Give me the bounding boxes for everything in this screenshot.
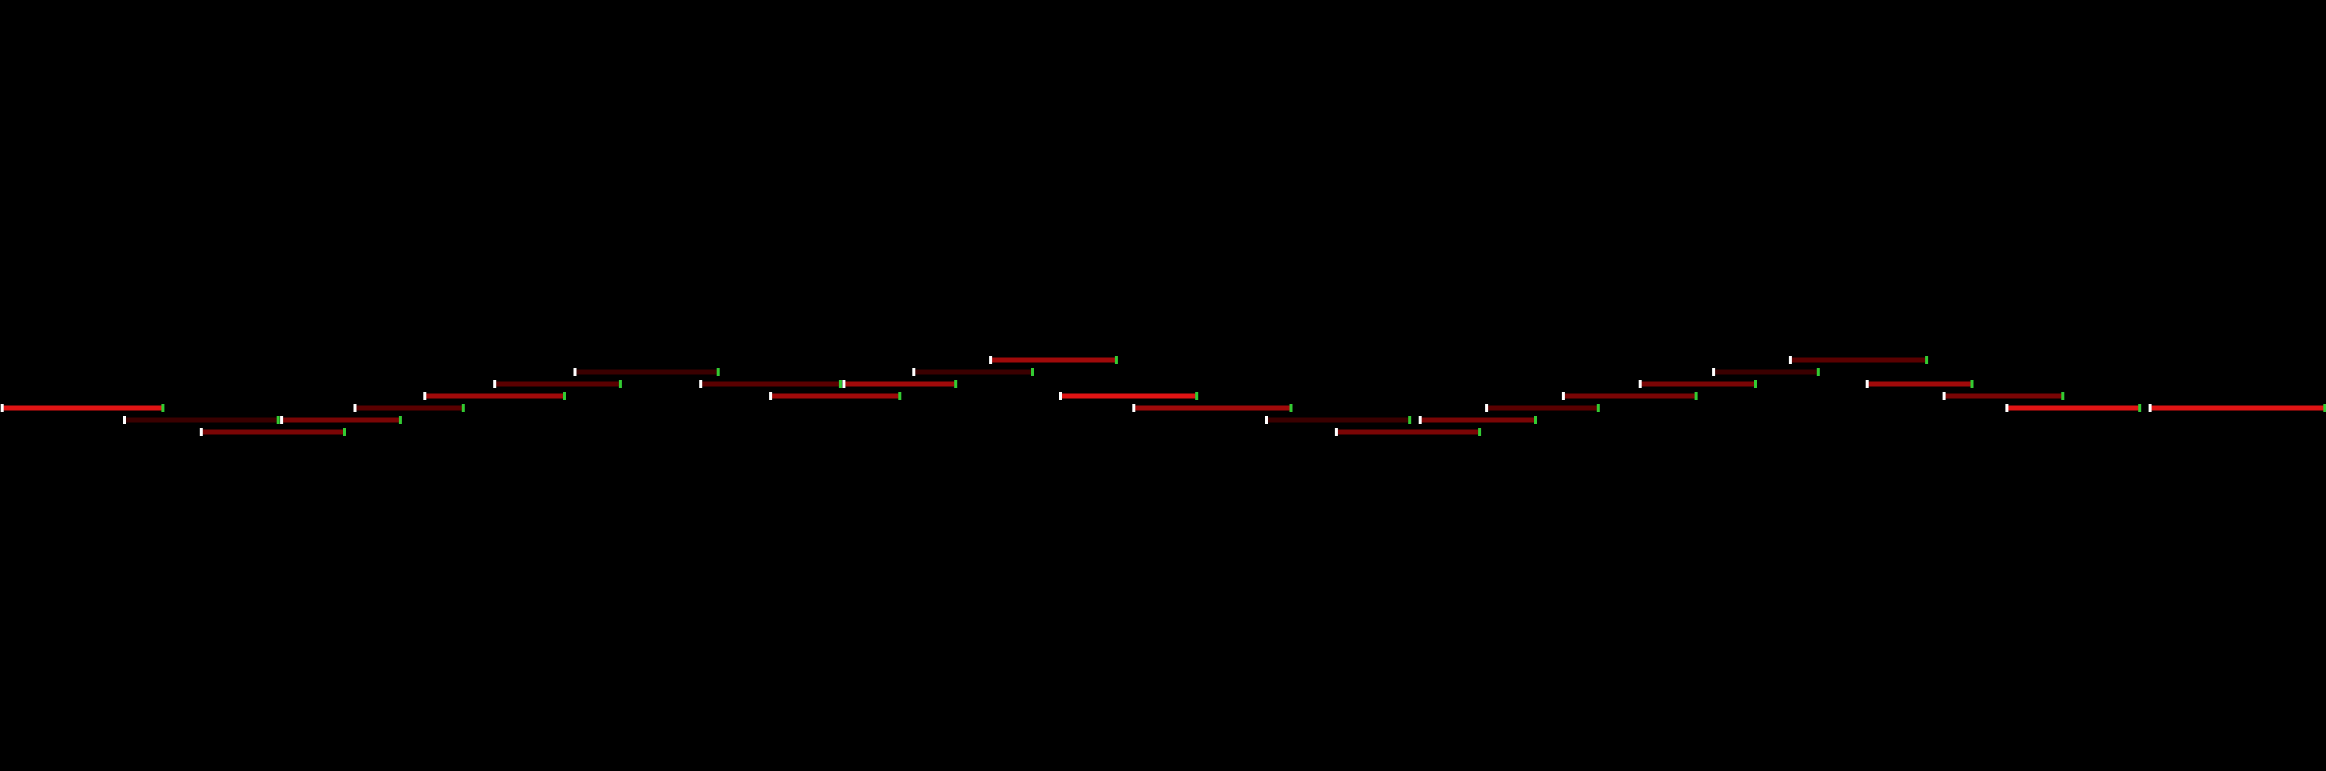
segment-end-marker-10 xyxy=(898,392,902,400)
segment-start-marker-4 xyxy=(199,428,203,436)
segment-end-marker-1 xyxy=(161,404,165,412)
segment-start-marker-6 xyxy=(423,392,427,400)
segment-start-marker-11 xyxy=(842,380,846,388)
segment-end-marker-7 xyxy=(618,380,622,388)
segment-bar-3 xyxy=(281,417,400,423)
segment-end-marker-17 xyxy=(1478,428,1482,436)
segment-bar-7 xyxy=(494,381,620,387)
segment-start-marker-9 xyxy=(699,380,703,388)
segment-end-marker-20 xyxy=(1694,392,1698,400)
segment-start-marker-2 xyxy=(123,416,126,424)
segment-start-marker-12 xyxy=(912,368,916,376)
segment-bar-14 xyxy=(1060,393,1197,399)
segment-bar-18 xyxy=(1419,417,1535,423)
segment-bar-25 xyxy=(1943,393,2063,399)
segment-end-marker-18 xyxy=(1534,416,1537,424)
segment-start-marker-22 xyxy=(1712,368,1716,376)
segment-bar-6 xyxy=(424,393,564,399)
segment-end-marker-6 xyxy=(563,392,566,400)
segment-bar-1 xyxy=(1,405,163,411)
segment-start-marker-13 xyxy=(989,356,993,364)
segment-end-marker-4 xyxy=(343,428,346,436)
timeline-segments xyxy=(0,356,2326,436)
segment-start-marker-25 xyxy=(1942,392,1946,400)
segment-start-marker-23 xyxy=(1788,356,1792,364)
segment-end-marker-19 xyxy=(1596,404,1600,412)
segment-bar-9 xyxy=(700,381,840,387)
segment-end-marker-13 xyxy=(1114,356,1118,364)
segment-bar-22 xyxy=(1713,369,1818,375)
segment-start-marker-18 xyxy=(1418,416,1422,424)
segment-start-marker-3 xyxy=(280,416,284,424)
segment-start-marker-19 xyxy=(1485,404,1489,412)
segment-end-marker-2 xyxy=(276,416,280,424)
segment-end-marker-24 xyxy=(1970,380,1974,388)
segment-end-marker-8 xyxy=(716,368,720,376)
segment-bar-26 xyxy=(2006,405,2140,411)
segment-end-marker-11 xyxy=(954,380,958,388)
segment-start-marker-16 xyxy=(1265,416,1268,424)
segment-end-marker-26 xyxy=(2138,404,2142,412)
segment-end-marker-22 xyxy=(1816,368,1820,376)
segment-end-marker-5 xyxy=(461,404,465,412)
segment-start-marker-17 xyxy=(1334,428,1338,436)
segment-bar-4 xyxy=(200,429,344,435)
segment-end-marker-15 xyxy=(1289,404,1293,412)
segment-end-marker-27 xyxy=(2323,404,2326,412)
segment-end-marker-21 xyxy=(1754,380,1757,388)
segment-end-marker-3 xyxy=(398,416,402,424)
segment-start-marker-5 xyxy=(353,404,357,412)
segment-end-marker-12 xyxy=(1031,368,1034,376)
segment-start-marker-15 xyxy=(1132,404,1136,412)
segment-start-marker-10 xyxy=(769,392,773,400)
segment-end-marker-9 xyxy=(838,380,842,388)
segment-start-marker-8 xyxy=(573,368,577,376)
segment-bar-23 xyxy=(1789,357,1927,363)
segment-end-marker-23 xyxy=(1925,356,1929,364)
segment-start-marker-21 xyxy=(1638,380,1642,388)
segment-bar-19 xyxy=(1486,405,1598,411)
segment-start-marker-1 xyxy=(0,404,4,412)
segment-bar-12 xyxy=(913,369,1032,375)
segment-bar-24 xyxy=(1866,381,1972,387)
segment-bar-27 xyxy=(2149,405,2325,411)
segment-bar-8 xyxy=(574,369,718,375)
segment-bar-11 xyxy=(843,381,956,387)
segment-start-marker-24 xyxy=(1865,380,1869,388)
segment-start-marker-27 xyxy=(2148,404,2152,412)
segment-bar-21 xyxy=(1639,381,1755,387)
segment-end-marker-25 xyxy=(2061,392,2065,400)
segment-bar-13 xyxy=(990,357,1116,363)
segment-end-marker-16 xyxy=(1408,416,1412,424)
segment-bar-10 xyxy=(770,393,900,399)
segment-bar-15 xyxy=(1133,405,1291,411)
segment-end-marker-14 xyxy=(1195,392,1199,400)
segment-start-marker-20 xyxy=(1561,392,1565,400)
segment-bar-20 xyxy=(1562,393,1696,399)
segment-start-marker-7 xyxy=(493,380,497,388)
segment-bar-2 xyxy=(124,417,278,423)
segment-start-marker-26 xyxy=(2005,404,2009,412)
segment-bar-16 xyxy=(1266,417,1410,423)
segment-start-marker-14 xyxy=(1059,392,1062,400)
segment-bar-5 xyxy=(354,405,463,411)
segment-bar-17 xyxy=(1335,429,1480,435)
